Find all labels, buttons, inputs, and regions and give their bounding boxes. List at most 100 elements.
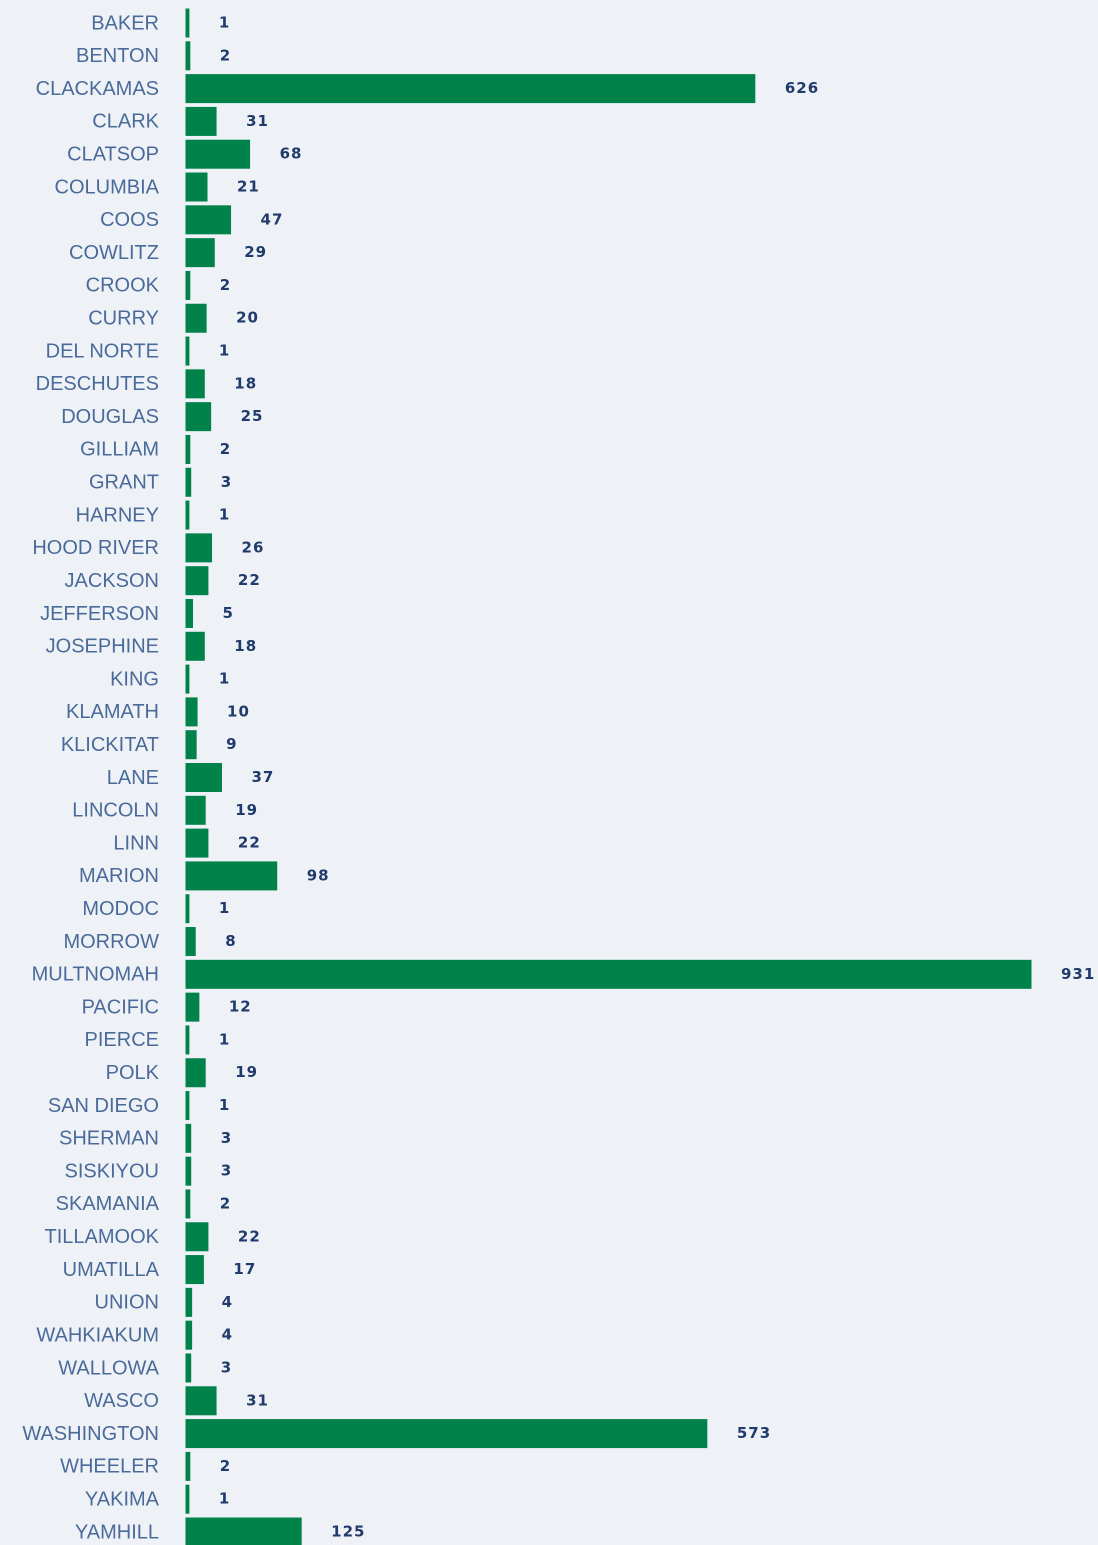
bar xyxy=(185,664,190,694)
category-label: UMATILLA xyxy=(63,1259,160,1281)
bar xyxy=(185,1419,708,1449)
bar xyxy=(185,467,192,497)
category-label: CLARK xyxy=(92,111,159,133)
value-label: 2 xyxy=(220,46,231,64)
value-label: 3 xyxy=(221,1162,232,1180)
category-label: WASCO xyxy=(84,1390,159,1412)
bar xyxy=(185,533,213,563)
value-label: 1 xyxy=(219,506,230,524)
value-label: 17 xyxy=(233,1260,256,1278)
bar xyxy=(185,270,191,300)
bar xyxy=(185,303,207,333)
bar xyxy=(185,336,190,366)
category-label: LANE xyxy=(107,767,159,789)
category-label: WHEELER xyxy=(60,1456,159,1478)
value-label: 626 xyxy=(785,79,819,97)
category-label: JEFFERSON xyxy=(40,603,159,625)
value-label: 3 xyxy=(221,1358,232,1376)
value-label: 573 xyxy=(737,1424,771,1442)
category-label: WASHINGTON xyxy=(22,1423,159,1445)
bar xyxy=(185,139,251,169)
value-label: 1 xyxy=(219,899,230,917)
category-label: POLK xyxy=(106,1062,160,1084)
value-label: 18 xyxy=(234,374,257,392)
value-label: 1 xyxy=(219,1030,230,1048)
value-label: 26 xyxy=(242,538,265,556)
value-label: 2 xyxy=(220,1194,231,1212)
category-label: WAHKIAKUM xyxy=(36,1324,159,1346)
category-label: COOS xyxy=(100,209,159,231)
value-label: 3 xyxy=(221,473,232,491)
bar xyxy=(185,795,206,825)
bar xyxy=(185,74,756,104)
bar xyxy=(185,992,200,1022)
bar xyxy=(185,1386,217,1416)
bar xyxy=(185,1484,190,1514)
bar xyxy=(185,566,209,596)
bar xyxy=(185,763,223,792)
category-label: YAMHILL xyxy=(75,1521,159,1543)
value-label: 68 xyxy=(280,145,303,163)
value-label: 29 xyxy=(244,243,267,261)
category-label: CLATSOP xyxy=(67,143,159,165)
category-label: CLACKAMAS xyxy=(36,78,159,100)
value-label: 1 xyxy=(219,14,230,32)
category-label: SKAMANIA xyxy=(56,1193,160,1215)
bar xyxy=(185,1058,206,1088)
value-label: 931 xyxy=(1061,965,1095,983)
bar xyxy=(185,1222,209,1252)
bar xyxy=(185,631,205,661)
bar xyxy=(185,598,194,628)
category-label: MODOC xyxy=(82,898,159,920)
value-label: 125 xyxy=(331,1523,365,1541)
category-label: KLAMATH xyxy=(66,701,159,723)
category-label: SAN DIEGO xyxy=(48,1095,159,1117)
bar xyxy=(185,1123,192,1153)
category-label: HOOD RIVER xyxy=(32,537,159,559)
category-label: LINCOLN xyxy=(72,800,159,822)
value-label: 19 xyxy=(235,801,258,819)
value-label: 20 xyxy=(236,309,259,327)
value-label: 19 xyxy=(235,1063,258,1081)
value-label: 21 xyxy=(237,178,260,196)
bar xyxy=(185,500,190,530)
bar xyxy=(185,402,212,432)
value-label: 4 xyxy=(222,1293,233,1311)
category-label: MORROW xyxy=(63,931,159,953)
value-label: 9 xyxy=(226,735,237,753)
bar xyxy=(185,861,278,891)
value-label: 37 xyxy=(252,768,275,786)
category-label: CROOK xyxy=(86,275,160,297)
value-label: 4 xyxy=(222,1326,233,1344)
category-label: KLICKITAT xyxy=(61,734,159,756)
category-label: UNION xyxy=(95,1292,159,1314)
bar xyxy=(185,730,197,760)
category-label: HARNEY xyxy=(76,504,159,526)
value-label: 31 xyxy=(246,1391,269,1409)
value-label: 22 xyxy=(238,571,261,589)
category-label: YAKIMA xyxy=(85,1488,160,1510)
value-label: 1 xyxy=(219,1490,230,1508)
bar xyxy=(185,894,190,924)
category-label: CURRY xyxy=(88,308,159,330)
bar xyxy=(185,1517,302,1545)
bar xyxy=(185,41,191,71)
bar xyxy=(185,106,217,136)
bar xyxy=(185,369,205,399)
bar xyxy=(185,1255,204,1285)
category-label: DOUGLAS xyxy=(61,406,159,428)
bar xyxy=(185,927,196,957)
bar xyxy=(185,1451,191,1481)
value-label: 8 xyxy=(225,932,236,950)
value-label: 98 xyxy=(307,866,330,884)
bar xyxy=(185,1091,190,1121)
bar xyxy=(185,172,208,202)
category-label: PIERCE xyxy=(85,1029,159,1051)
category-label: GILLIAM xyxy=(80,439,159,461)
category-label: BAKER xyxy=(91,12,159,34)
bar xyxy=(185,1287,193,1317)
value-label: 1 xyxy=(219,1096,230,1114)
category-label: SISKIYOU xyxy=(65,1160,159,1182)
category-label: WALLOWA xyxy=(58,1357,159,1379)
